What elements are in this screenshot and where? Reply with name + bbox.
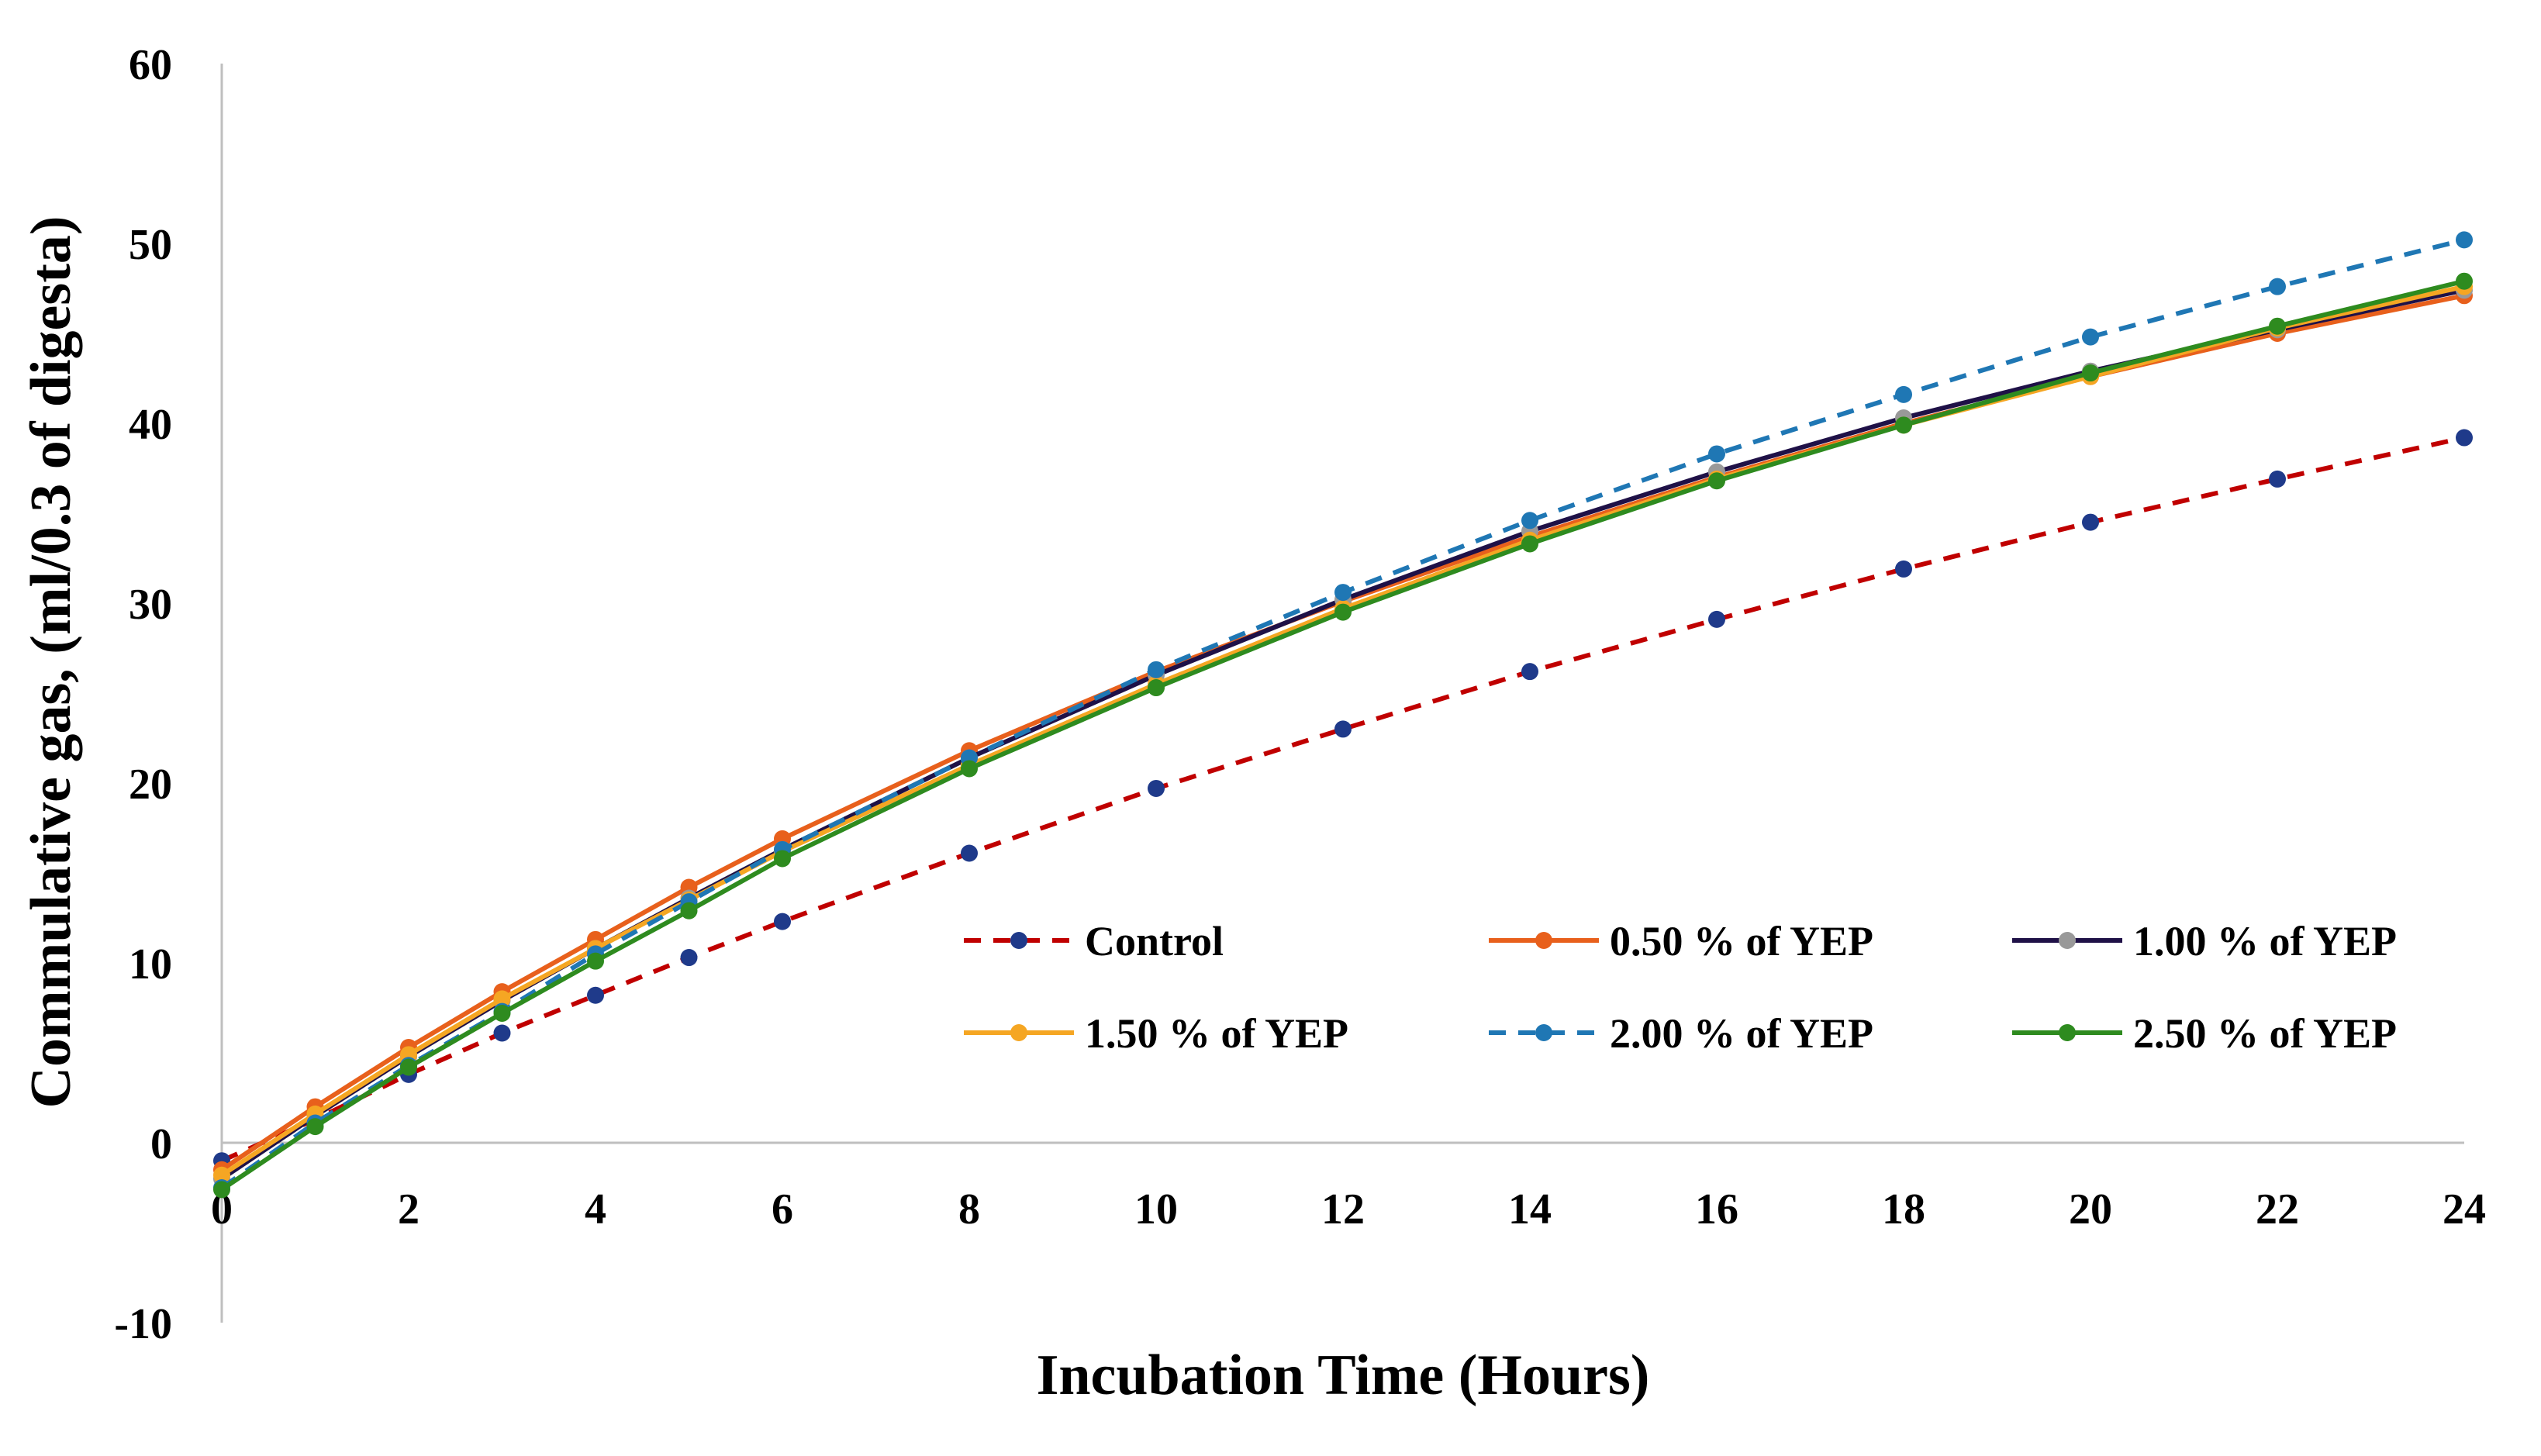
series-line	[220, 278, 2465, 1192]
y-tick-label: -10	[114, 1300, 172, 1348]
data-point	[961, 844, 978, 862]
legend-item: 2.00 % of YEP	[1489, 1010, 1873, 1057]
x-tick-label: 10	[1134, 1185, 1178, 1233]
data-point	[680, 902, 698, 919]
data-point	[306, 1118, 324, 1136]
data-point	[2269, 278, 2286, 295]
x-tick-label: 16	[1695, 1185, 1738, 1233]
legend-label: 0.50 % of YEP	[1610, 918, 1873, 964]
legend-swatch-marker	[2059, 1024, 2076, 1041]
legend-label: 1.50 % of YEP	[1085, 1010, 1348, 1057]
legend-item: 1.50 % of YEP	[964, 1010, 1348, 1057]
axes	[220, 64, 2464, 1323]
legend-swatch-marker	[1010, 1024, 1027, 1041]
legend-item: 1.00 % of YEP	[2012, 918, 2397, 964]
data-point	[213, 1181, 230, 1199]
data-point	[213, 1166, 230, 1184]
data-point	[1521, 663, 1538, 681]
x-tick-label: 2	[398, 1185, 419, 1233]
legend: Control 0.50 % of YEP 1.00 % of YEP 1.50 % …	[964, 918, 2397, 1057]
data-point	[400, 1058, 417, 1076]
data-point	[1521, 512, 1538, 530]
data-point	[2082, 328, 2099, 346]
data-point	[1334, 603, 1352, 621]
data-point	[774, 913, 791, 930]
data-point	[2456, 231, 2473, 249]
data-point	[493, 1024, 511, 1042]
data-point	[774, 850, 791, 868]
legend-item: 2.50 % of YEP	[2012, 1010, 2397, 1057]
data-point	[1895, 560, 1912, 578]
x-tick-label: 8	[958, 1185, 980, 1233]
y-tick-label: 0	[150, 1120, 172, 1168]
y-tick-label: 30	[129, 581, 172, 629]
x-axis-title: Incubation Time (Hours)	[1037, 1344, 1650, 1407]
y-axis-title: Commulative gas, (ml/0.3 of digesta)	[19, 216, 83, 1109]
legend-label: 2.00 % of YEP	[1610, 1010, 1873, 1057]
x-tick-label: 14	[1508, 1185, 1552, 1233]
data-point	[2456, 429, 2473, 447]
y-tick-label: 50	[129, 221, 172, 269]
y-tick-label: 20	[129, 761, 172, 809]
y-tick-label: 40	[129, 401, 172, 449]
x-tick-label: 24	[2443, 1185, 2486, 1233]
x-tick-label: 20	[2069, 1185, 2112, 1233]
x-tick-label: 4	[585, 1185, 606, 1233]
legend-label: 2.50 % of YEP	[2133, 1010, 2397, 1057]
data-point	[1148, 779, 1165, 797]
data-point	[1334, 720, 1352, 738]
data-point	[961, 760, 978, 778]
data-point	[1521, 535, 1538, 553]
legend-label: Control	[1085, 918, 1224, 964]
legend-swatch-marker	[1010, 932, 1027, 949]
data-point	[1708, 445, 1725, 463]
y-tick-label: 60	[129, 41, 172, 89]
x-tick-label: 18	[1882, 1185, 1925, 1233]
data-point	[1895, 385, 1912, 403]
data-point	[587, 952, 604, 970]
legend-swatch-marker	[1535, 932, 1552, 949]
data-point	[587, 986, 604, 1004]
legend-swatch-marker	[1535, 1024, 1552, 1041]
x-tick-label: 22	[2256, 1185, 2299, 1233]
y-tick-label: 10	[129, 940, 172, 988]
data-point	[1895, 416, 1912, 434]
data-point	[1334, 584, 1352, 602]
data-point	[2269, 317, 2286, 335]
legend-label: 1.00 % of YEP	[2133, 918, 2397, 964]
series-5	[213, 272, 2473, 1199]
legend-swatch-marker	[2059, 932, 2076, 949]
data-point	[1148, 661, 1165, 678]
x-tick-label: 12	[1321, 1185, 1365, 1233]
data-point	[1148, 679, 1165, 697]
data-point	[680, 949, 698, 967]
series-0	[213, 429, 2473, 1170]
data-point	[2269, 470, 2286, 488]
legend-item: 0.50 % of YEP	[1489, 918, 1873, 964]
series-layer	[213, 231, 2473, 1199]
x-tick-label: 6	[772, 1185, 793, 1233]
data-point	[493, 990, 511, 1008]
data-point	[493, 1004, 511, 1022]
data-point	[1708, 610, 1725, 628]
data-point	[1708, 472, 1725, 490]
data-point	[2456, 272, 2473, 290]
legend-item: Control	[964, 918, 1224, 964]
data-point	[2082, 513, 2099, 531]
data-point	[2082, 364, 2099, 382]
